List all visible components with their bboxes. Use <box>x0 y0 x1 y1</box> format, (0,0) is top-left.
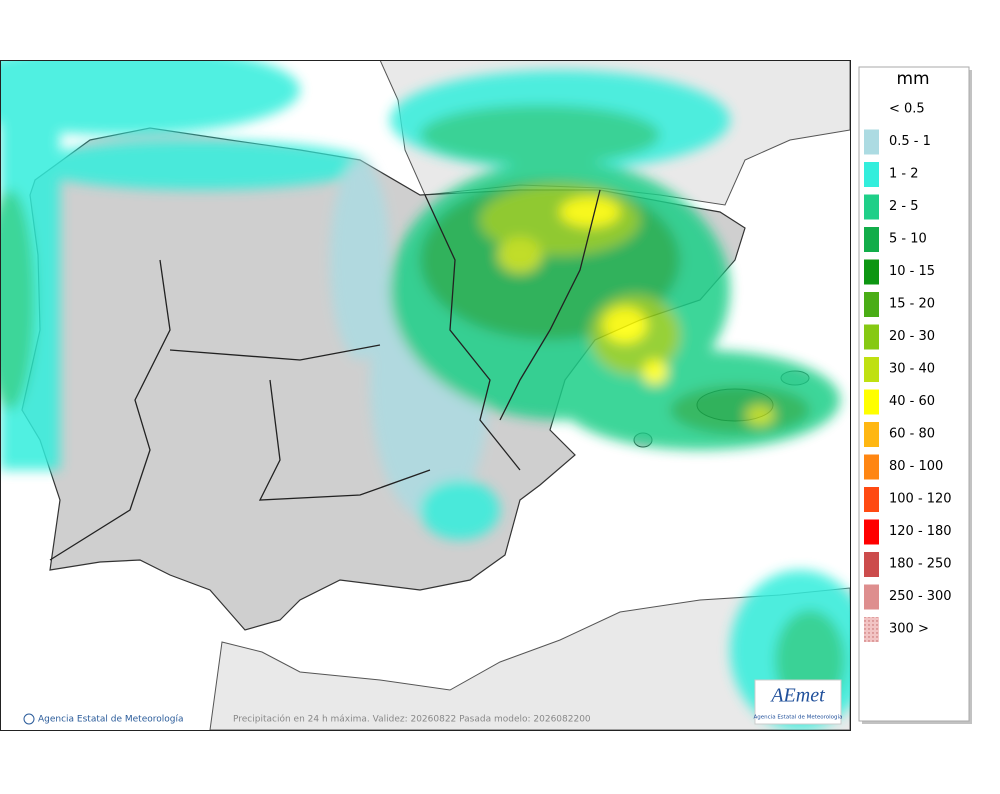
logo: AEmet Agencia Estatal de Meteorología <box>754 679 843 725</box>
legend-swatch <box>864 194 879 220</box>
map <box>0 60 850 730</box>
legend-label: 100 - 120 <box>889 492 952 507</box>
legend-swatch <box>864 227 879 252</box>
credit: Agencia Estatal de Meteorología <box>38 715 184 725</box>
copyright-icon <box>23 713 35 725</box>
legend-swatch <box>864 422 879 447</box>
legend-label: 250 - 300 <box>889 589 952 604</box>
legend-label: 60 - 80 <box>889 427 935 442</box>
legend-label: 0.5 - 1 <box>889 134 931 149</box>
legend-label: 15 - 20 <box>889 297 935 312</box>
legend-items: < 0.5 0.5 - 1 1 - 2 2 - 5 5 - 10 10 - 15 15 - … <box>864 97 952 642</box>
legend-label: 30 - 40 <box>889 362 935 377</box>
legend-swatch <box>864 292 879 317</box>
legend-swatch <box>864 519 879 545</box>
legend-swatch <box>864 97 879 122</box>
legend-swatch <box>864 129 879 155</box>
map-frame <box>0 60 851 731</box>
logo-subtitle: Agencia Estatal de Meteorología <box>754 714 843 721</box>
legend-label: 20 - 30 <box>889 329 935 344</box>
logo-mark: AEmet <box>769 685 825 707</box>
legend-swatch <box>864 357 879 382</box>
legend-swatch <box>864 584 879 610</box>
caption: Precipitación en 24 h máxima. Validez: 2… <box>233 714 591 725</box>
legend-label: 180 - 250 <box>889 557 952 572</box>
legend-swatch <box>864 389 879 415</box>
borders <box>49 189 601 561</box>
legend-label: 40 - 60 <box>889 394 935 409</box>
legend-swatch <box>864 259 879 285</box>
legend-swatch <box>864 454 879 480</box>
legend-label: 2 - 5 <box>889 199 919 214</box>
legend-label: < 0.5 <box>889 102 925 117</box>
legend-swatch <box>864 552 879 577</box>
legend-swatch <box>864 162 879 187</box>
legend-label: 1 - 2 <box>889 167 919 182</box>
legend-swatch <box>864 617 879 642</box>
precipitation <box>0 60 850 730</box>
legend-label: 5 - 10 <box>889 232 927 247</box>
legend-title: mm <box>896 69 929 89</box>
legend-swatch <box>864 324 879 350</box>
legend-label: 300 > <box>889 622 929 637</box>
legend-label: 80 - 100 <box>889 459 943 474</box>
legend-label: 120 - 180 <box>889 524 952 539</box>
legend-label: 10 - 15 <box>889 264 935 279</box>
legend-swatch <box>864 487 879 512</box>
